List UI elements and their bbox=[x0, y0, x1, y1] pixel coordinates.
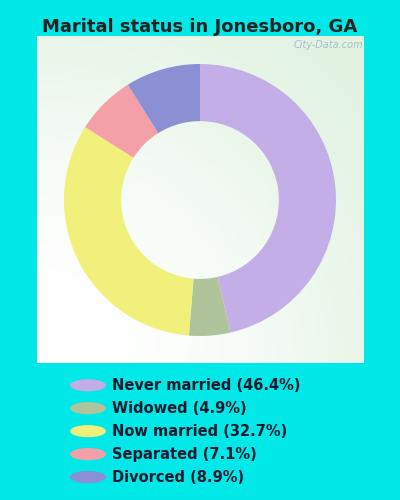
Wedge shape bbox=[85, 84, 158, 158]
Wedge shape bbox=[189, 277, 230, 336]
Text: Separated (7.1%): Separated (7.1%) bbox=[112, 446, 257, 462]
Circle shape bbox=[70, 471, 106, 483]
Text: Never married (46.4%): Never married (46.4%) bbox=[112, 378, 300, 393]
Wedge shape bbox=[128, 64, 200, 133]
Circle shape bbox=[70, 379, 106, 392]
Text: Divorced (8.9%): Divorced (8.9%) bbox=[112, 470, 244, 484]
Text: Marital status in Jonesboro, GA: Marital status in Jonesboro, GA bbox=[42, 18, 358, 36]
Text: City-Data.com: City-Data.com bbox=[294, 40, 363, 50]
Circle shape bbox=[70, 448, 106, 460]
Circle shape bbox=[70, 402, 106, 414]
Wedge shape bbox=[200, 64, 336, 332]
Text: Now married (32.7%): Now married (32.7%) bbox=[112, 424, 287, 438]
Circle shape bbox=[70, 425, 106, 437]
Text: Widowed (4.9%): Widowed (4.9%) bbox=[112, 400, 247, 415]
Wedge shape bbox=[64, 127, 194, 336]
